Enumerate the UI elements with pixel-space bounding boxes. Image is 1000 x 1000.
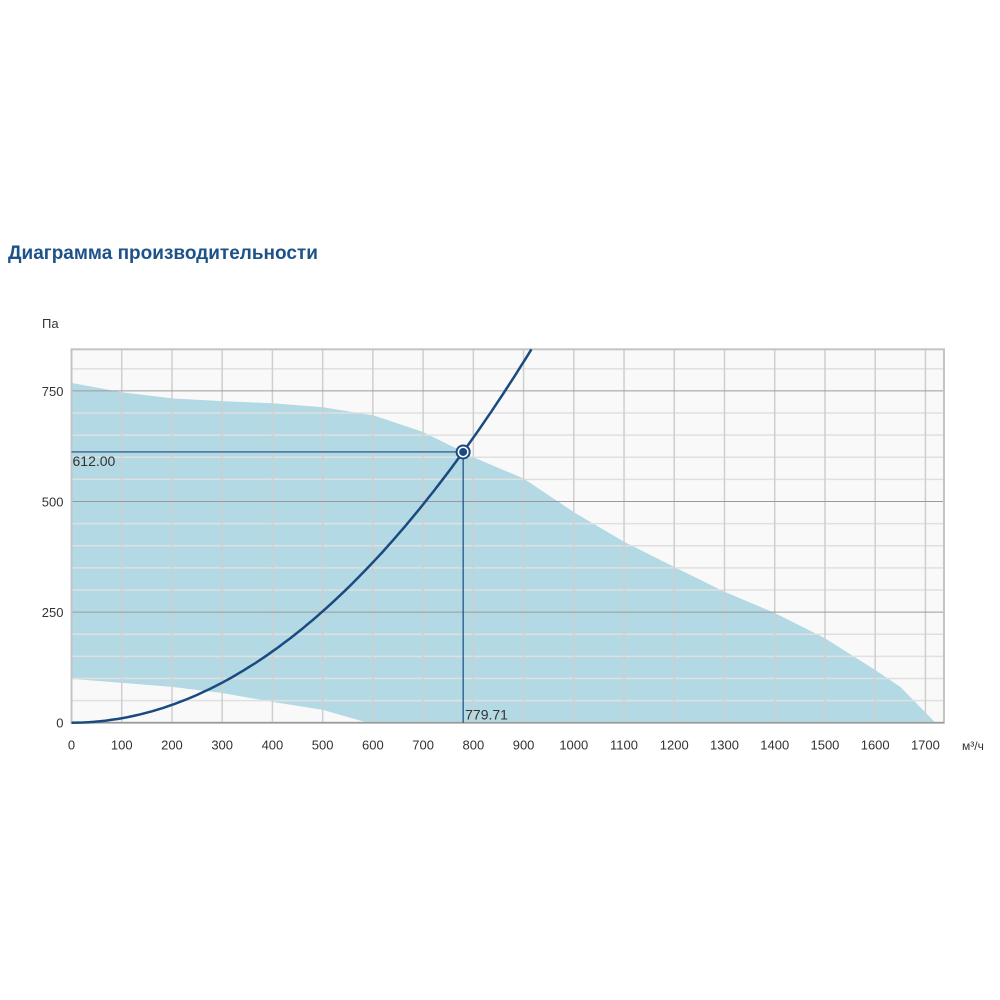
x-tick-label: 1600: [861, 738, 890, 753]
y-axis-label: Па: [42, 316, 59, 331]
x-tick-label: 700: [412, 738, 434, 753]
x-tick-label: 0: [68, 738, 75, 753]
chart-title: Диаграмма производительности: [8, 243, 318, 264]
x-tick-label: 300: [211, 738, 233, 753]
x-tick-label: 800: [462, 738, 484, 753]
x-tick-label: 1000: [559, 738, 588, 753]
x-tick-label: 1100: [610, 738, 638, 753]
x-tick-label: 400: [262, 738, 284, 753]
x-tick-label: 200: [161, 738, 183, 753]
x-tick-label: 1500: [810, 738, 839, 753]
y-tick-label: 0: [56, 716, 63, 731]
x-tick-label: 1700: [911, 738, 940, 753]
x-tick-label: 1400: [760, 738, 789, 753]
x-tick-label: 1200: [660, 738, 689, 753]
operating-envelope: [71, 382, 936, 723]
y-tick-label: 250: [42, 605, 64, 620]
operating-point-x-label: 779.71: [465, 707, 508, 723]
x-tick-label: 1300: [710, 738, 739, 753]
x-tick-label: 600: [362, 738, 384, 753]
y-tick-label: 500: [42, 494, 64, 509]
x-tick-label: 100: [111, 738, 133, 753]
system-curve: [71, 348, 533, 724]
x-tick-label: 900: [513, 738, 535, 753]
x-tick-label: 500: [312, 738, 334, 753]
operating-point-marker: [459, 447, 468, 456]
operating-point-y-label: 612.00: [73, 453, 116, 469]
x-axis-label: м³/ч: [962, 739, 984, 753]
y-tick-label: 750: [42, 384, 64, 399]
